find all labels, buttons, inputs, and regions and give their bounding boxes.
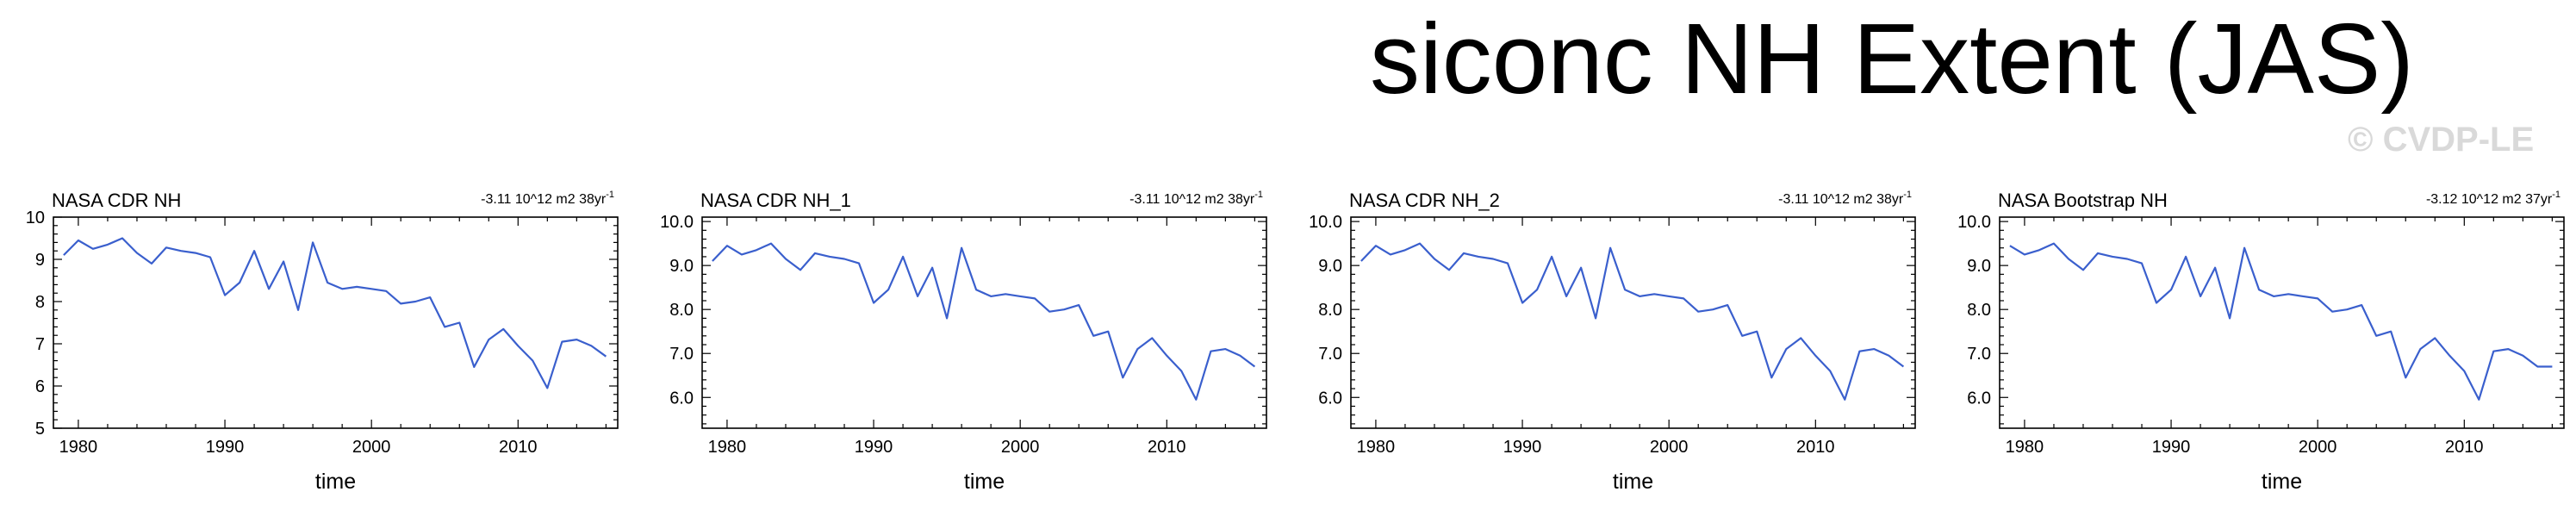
- y-tick-label: 9.0: [1318, 257, 1342, 276]
- y-tick-label: 7.0: [669, 345, 694, 364]
- y-tick-label: 9.0: [669, 257, 694, 276]
- plot-frame: [1999, 216, 2565, 429]
- y-tick-label: 8.0: [1967, 301, 1991, 320]
- y-tick-label: 9.0: [1967, 257, 1991, 276]
- panel-trend-text: -3.11 10^12 m2 38yr-1: [481, 190, 614, 207]
- panel-trend-text: -3.11 10^12 m2 38yr-1: [1778, 190, 1912, 207]
- y-tick-label: 7: [35, 335, 45, 354]
- y-tick-label: 10.0: [1957, 213, 1991, 232]
- axis-ticks: [2000, 217, 2564, 428]
- panel-title: NASA CDR NH_2: [1349, 190, 1500, 211]
- axis-ticks: [1351, 217, 1915, 428]
- x-tick-label: 1980: [708, 438, 747, 457]
- y-tick-label: 8.0: [669, 301, 694, 320]
- panel-trend-text: -3.11 10^12 m2 38yr-1: [1129, 190, 1263, 207]
- y-tick-label: 10: [26, 209, 45, 227]
- panel-title: NASA CDR NH: [52, 190, 181, 211]
- x-tick-label: 2010: [1796, 438, 1835, 457]
- x-tick-label: 2010: [2445, 438, 2484, 457]
- series-line: [2009, 242, 2553, 401]
- y-tick-label: 8: [35, 293, 45, 312]
- chart-panel-4: NASA Bootstrap NH -3.12 10^12 m2 37yr-1 6.…: [1957, 190, 2565, 494]
- series-line: [1360, 242, 1905, 401]
- x-tick-label: 1980: [1357, 438, 1396, 457]
- y-tick-label: 10.0: [1309, 213, 1342, 232]
- series-line: [712, 242, 1256, 401]
- y-tick-label: 6.0: [1967, 389, 1991, 408]
- panel-trend-text: -3.12 10^12 m2 37yr-1: [2426, 190, 2560, 207]
- chart-panel-1: NASA CDR NH -3.11 10^12 m2 38yr-1 5 6 7 8 9 10 1…: [26, 190, 619, 494]
- axis-ticks: [53, 216, 618, 429]
- x-axis-label: time: [964, 470, 1005, 494]
- panel-title: NASA Bootstrap NH: [1998, 190, 2168, 211]
- x-tick-label: 1990: [206, 438, 245, 457]
- x-tick-label: 1990: [2152, 438, 2191, 457]
- y-tick-label: 9: [35, 251, 45, 270]
- x-tick-label: 2000: [352, 438, 391, 457]
- y-tick-label: 10.0: [660, 213, 694, 232]
- y-tick-label: 7.0: [1967, 345, 1991, 364]
- x-tick-label: 1990: [1503, 438, 1542, 457]
- y-tick-label: 8.0: [1318, 301, 1342, 320]
- x-tick-label: 1980: [59, 438, 98, 457]
- watermark-text: © CVDP-LE: [2348, 121, 2535, 159]
- x-tick-label: 1980: [2006, 438, 2044, 457]
- series-line: [63, 237, 607, 389]
- x-axis-label: time: [1613, 470, 1653, 494]
- chart-panel-3: NASA CDR NH_2 -3.11 10^12 m2 38yr-1 6.0 7.0…: [1309, 190, 1916, 494]
- plot-frame: [53, 216, 619, 429]
- panel-title: NASA CDR NH_1: [700, 190, 851, 211]
- x-axis-label: time: [2262, 470, 2302, 494]
- x-tick-label: 2000: [2299, 438, 2337, 457]
- axis-ticks: [702, 217, 1266, 428]
- x-tick-label: 2000: [1650, 438, 1689, 457]
- y-tick-label: 7.0: [1318, 345, 1342, 364]
- figure-title: siconc NH Extent (JAS): [1370, 3, 2414, 115]
- plot-frame: [701, 216, 1267, 429]
- x-tick-label: 2010: [1148, 438, 1186, 457]
- x-tick-label: 2010: [499, 438, 538, 457]
- y-tick-label: 6.0: [669, 389, 694, 408]
- chart-panel-2: NASA CDR NH_1 -3.11 10^12 m2 38yr-1 6.0 7.0…: [660, 190, 1267, 494]
- x-axis-label: time: [315, 470, 356, 494]
- x-tick-label: 1990: [855, 438, 893, 457]
- x-tick-label: 2000: [1001, 438, 1040, 457]
- plot-frame: [1350, 216, 1916, 429]
- y-tick-label: 5: [35, 420, 45, 439]
- y-tick-label: 6.0: [1318, 389, 1342, 408]
- y-tick-label: 6: [35, 377, 45, 396]
